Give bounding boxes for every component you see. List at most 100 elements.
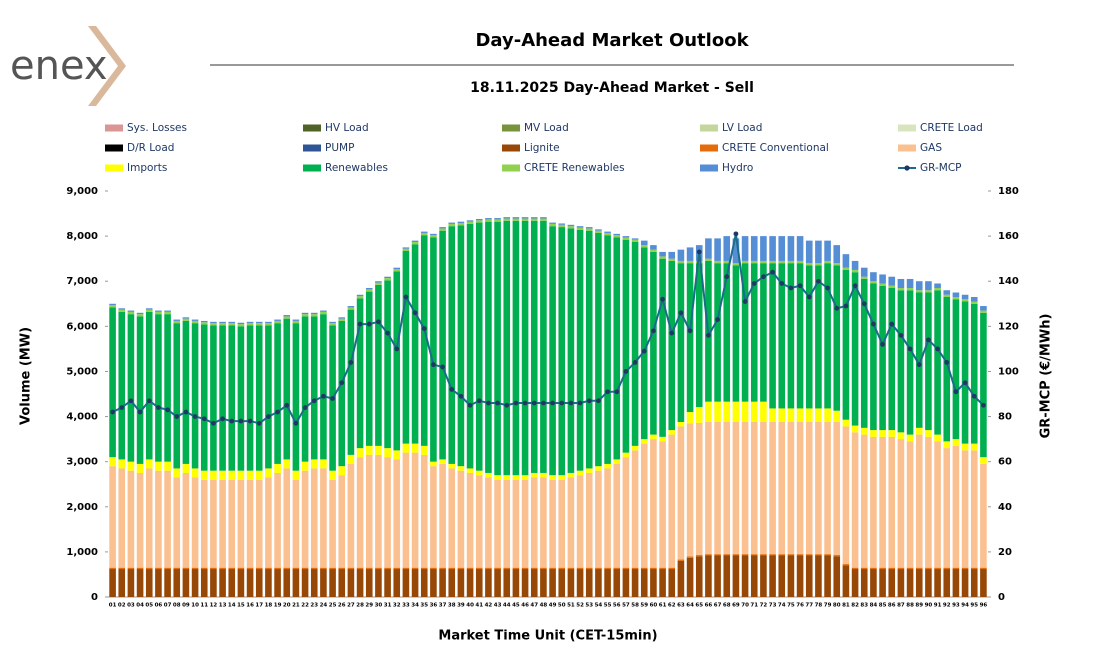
bar-segment xyxy=(952,569,960,597)
bar-segment xyxy=(521,567,529,570)
y2-axis-label: GR-MCP (€/MWh) xyxy=(1039,314,1054,439)
bar-segment xyxy=(109,466,116,568)
bar-segment xyxy=(310,569,318,597)
y2-tick-label: 140 xyxy=(998,276,1019,287)
mcp-marker xyxy=(605,389,610,395)
bar-segment xyxy=(805,555,813,597)
bar-segment xyxy=(668,567,676,570)
x-tick-label: 60 xyxy=(650,603,658,609)
bar-segment xyxy=(182,318,190,321)
bar-segment xyxy=(879,567,886,570)
bar-segment xyxy=(906,569,914,597)
bar-segment xyxy=(796,555,804,597)
bar-segment xyxy=(365,287,373,290)
mcp-marker xyxy=(880,341,885,347)
bar-segment xyxy=(631,445,639,451)
bar-segment xyxy=(723,421,731,555)
bar-segment xyxy=(595,229,602,231)
bar-segment xyxy=(109,305,116,308)
bar-segment xyxy=(604,468,611,568)
bar-segment xyxy=(659,256,666,259)
bar-segment xyxy=(705,258,712,261)
bar-segment xyxy=(292,319,300,321)
x-tick-label: 17 xyxy=(255,603,263,609)
bar-segment xyxy=(164,567,171,570)
bar-segment xyxy=(411,569,419,597)
bar-segment xyxy=(888,436,896,568)
bar-segment xyxy=(457,223,465,226)
bar-segment xyxy=(145,569,153,597)
x-tick-label: 59 xyxy=(640,603,648,609)
bar-segment xyxy=(604,231,611,233)
bar-segment xyxy=(934,434,941,442)
bar-segment xyxy=(475,220,483,223)
bar-segment xyxy=(338,318,346,321)
bar-segment xyxy=(292,567,300,570)
bar-segment xyxy=(769,236,776,261)
x-tick-label: 26 xyxy=(338,603,346,609)
bar-segment xyxy=(237,322,245,325)
bar-segment xyxy=(274,567,281,570)
bar-segment xyxy=(109,457,116,467)
legend-swatch xyxy=(105,144,123,152)
bar-segment xyxy=(934,567,941,570)
y2-tick-label: 80 xyxy=(998,412,1012,423)
bar-segment xyxy=(329,479,336,568)
bar-segment xyxy=(118,308,126,310)
bar-segment xyxy=(109,569,116,597)
bar-segment xyxy=(310,316,318,460)
bar-segment xyxy=(640,247,648,440)
bar-segment xyxy=(915,427,923,435)
bar-segment xyxy=(952,297,960,300)
bar-segment xyxy=(255,569,263,597)
bar-segment xyxy=(943,567,951,570)
bar-segment xyxy=(576,567,584,570)
bar-segment xyxy=(686,423,694,557)
bar-segment xyxy=(686,263,694,413)
bar-segment xyxy=(246,470,254,480)
bar-segment xyxy=(420,569,428,597)
bar-segment xyxy=(127,311,135,315)
bar-segment xyxy=(686,247,694,261)
x-tick-label: 37 xyxy=(439,603,447,609)
x-tick-label: 62 xyxy=(668,603,676,609)
bar-segment xyxy=(210,567,217,570)
bar-segment xyxy=(778,555,786,597)
bar-segment xyxy=(970,450,978,568)
bar-segment xyxy=(292,323,300,471)
bar-segment xyxy=(521,220,529,476)
x-tick-label: 13 xyxy=(219,603,227,609)
bar-segment xyxy=(760,554,767,556)
mcp-marker xyxy=(550,400,555,406)
bar-segment xyxy=(668,434,676,568)
bar-segment xyxy=(787,263,795,409)
bar-segment xyxy=(650,434,657,440)
mcp-marker xyxy=(871,321,876,327)
bar-segment xyxy=(585,227,593,229)
bar-segment xyxy=(686,556,694,558)
bar-segment xyxy=(210,323,217,326)
bar-segment xyxy=(265,468,272,478)
mcp-marker xyxy=(321,393,326,399)
bar-segment xyxy=(448,567,456,570)
bar-segment xyxy=(686,557,694,597)
bar-segment xyxy=(109,307,116,458)
x-tick-label: 83 xyxy=(860,603,868,609)
bar-segment xyxy=(320,569,327,597)
mcp-marker xyxy=(366,321,372,327)
x-tick-label: 24 xyxy=(320,603,328,609)
bar-segment xyxy=(585,569,593,597)
bar-segment xyxy=(879,569,886,597)
bar-segment xyxy=(320,310,327,312)
bar-segment xyxy=(292,569,300,597)
bar-segment xyxy=(824,240,831,261)
bar-segment xyxy=(897,569,905,597)
bar-segment xyxy=(915,281,923,291)
bar-segment xyxy=(595,232,602,467)
bar-segment xyxy=(411,240,419,242)
bar-segment xyxy=(384,280,391,449)
bar-segment xyxy=(585,567,593,570)
bars xyxy=(109,217,987,597)
bar-segment xyxy=(576,226,584,228)
bar-segment xyxy=(228,323,236,326)
